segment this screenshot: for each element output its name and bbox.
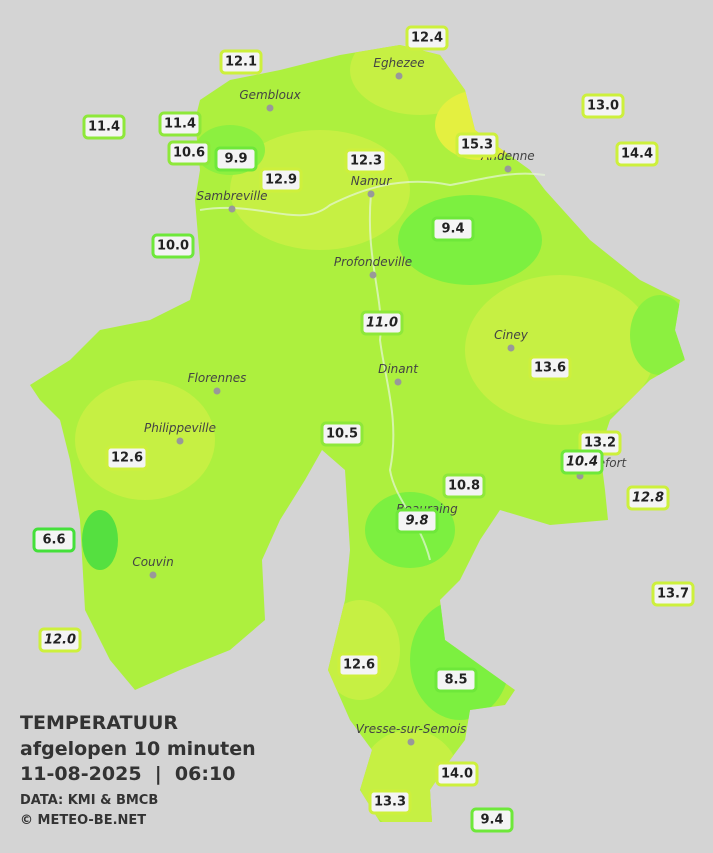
station-box — [214, 146, 258, 172]
city-dot — [407, 738, 415, 746]
station-temp: 12.6 — [343, 658, 375, 673]
source: DATA: KMI & BMCB — [20, 793, 158, 808]
city-label: Vresse-sur-Semois — [356, 722, 467, 736]
station-temp: 9.4 — [441, 222, 464, 237]
station-temp: 10.4 — [566, 455, 598, 470]
station-box — [434, 667, 478, 693]
station-box — [455, 132, 499, 158]
station-temp: 14.0 — [441, 767, 473, 782]
station-temp: 13.3 — [374, 795, 406, 810]
timestamp: 11-08-2025 | 06:10 — [20, 763, 235, 785]
city-dot — [266, 104, 274, 112]
city-label: Namur — [351, 174, 393, 188]
city-label: Eghezee — [373, 56, 424, 70]
station-temp: 11.4 — [88, 120, 120, 135]
station-temp: 10.8 — [448, 479, 480, 494]
city-dot — [507, 344, 515, 352]
station-box — [435, 761, 479, 787]
station-temp: 8.5 — [444, 673, 467, 688]
city-label: Profondeville — [334, 255, 412, 269]
subtitle: afgelopen 10 minuten — [20, 738, 256, 760]
copyright: © METEO-BE.NET — [20, 813, 146, 828]
station-box — [581, 93, 625, 119]
station-temp: 13.7 — [657, 587, 689, 602]
station-temp: 10.6 — [173, 146, 205, 161]
station-temp: 10.5 — [326, 427, 358, 442]
station-box — [651, 581, 695, 607]
station-box — [528, 355, 572, 381]
station-box — [259, 167, 303, 193]
city-dot — [149, 571, 157, 579]
station-temp: 11.0 — [366, 316, 398, 331]
station-box — [105, 445, 149, 471]
city-label: Couvin — [132, 555, 173, 569]
station-box — [442, 473, 486, 499]
station-box — [32, 527, 76, 553]
city-label: Sambreville — [196, 189, 267, 203]
station-temp: 13.0 — [587, 99, 619, 114]
station-box — [431, 216, 475, 242]
title: TEMPERATUUR — [20, 712, 178, 734]
station-temp: 9.4 — [480, 813, 503, 828]
city-label: Philippeville — [144, 421, 216, 435]
city-dot — [367, 190, 375, 198]
city-dot — [213, 387, 221, 395]
station-temp: 14.4 — [621, 147, 653, 162]
city-dot — [176, 437, 184, 445]
station-box — [82, 114, 126, 140]
city-label: Dinant — [378, 362, 419, 376]
city-dot — [504, 165, 512, 173]
station-box — [405, 25, 449, 51]
station-temp: 6.6 — [42, 533, 65, 548]
station-temp: 15.3 — [461, 138, 493, 153]
station-box — [615, 141, 659, 167]
station-temp: 9.9 — [224, 152, 247, 167]
station-temp: 12.3 — [350, 154, 382, 169]
station-box — [158, 111, 202, 137]
station-box — [151, 233, 195, 259]
station-temp: 9.8 — [405, 514, 428, 529]
station-temp: 12.4 — [411, 31, 443, 46]
city-label: Ciney — [494, 328, 529, 342]
station-box — [368, 789, 412, 815]
station-temp: 13.2 — [584, 436, 616, 451]
city-dot — [228, 205, 236, 213]
station-box — [470, 807, 514, 833]
station-box — [395, 508, 439, 534]
station-box — [337, 652, 381, 678]
city-dot — [395, 72, 403, 80]
city-label: Gembloux — [239, 88, 301, 102]
station-temp: 13.6 — [534, 361, 566, 376]
station-box — [344, 148, 388, 174]
station-box — [320, 421, 364, 447]
station-temp: 11.4 — [164, 117, 196, 132]
station-box — [360, 310, 404, 336]
station-temp: 10.0 — [157, 239, 189, 254]
station-temp: 12.8 — [632, 491, 664, 506]
station-temp: 12.1 — [225, 55, 257, 70]
station-box — [219, 49, 263, 75]
station-temp: 12.6 — [111, 451, 143, 466]
station-box — [167, 140, 211, 166]
stations: 12.4 12.1 13.0 11.4 11.4 14.4 10.6 9.9 15.3 12.3 1… — [32, 25, 695, 833]
station-box — [38, 627, 82, 653]
station-temp: 12.0 — [44, 633, 76, 648]
station-temp: 12.9 — [265, 173, 297, 188]
city-dot — [394, 378, 402, 386]
city-label: Florennes — [188, 371, 247, 385]
station-box — [560, 449, 604, 475]
city-dot — [369, 271, 377, 279]
station-box — [626, 485, 670, 511]
